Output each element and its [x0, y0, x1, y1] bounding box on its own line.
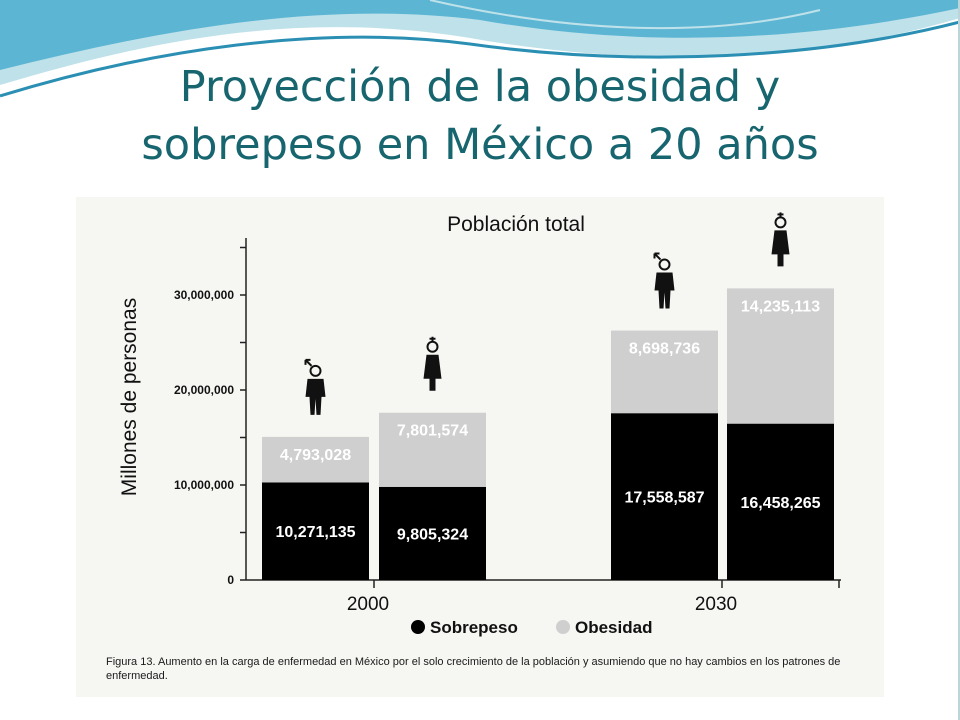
y-tick-label: 10,000,000 [174, 478, 234, 492]
bar-obesidad-2000-hombre [262, 436, 369, 483]
data-label-obesidad: 14,235,113 [741, 298, 820, 315]
stacked-bar-chart: Población total Millones de personas 0 10,0… [118, 212, 841, 637]
data-label-obesidad: 8,698,736 [629, 341, 700, 358]
title-line-1: Proyección de la obesidad y [179, 62, 781, 112]
bar-sobrepeso-2000-mujer [379, 486, 486, 580]
x-tick-label-2000: 2000 [347, 594, 389, 615]
header-wave-decoration [0, 0, 960, 98]
figure-caption: Figura 13. Aumento en la carga de enferm… [106, 656, 841, 682]
data-label-sobrepeso: 16,458,265 [740, 495, 820, 512]
chart-title: Población total [447, 213, 585, 236]
legend-marker-sobrepeso [411, 620, 425, 634]
male-person-icon [653, 252, 675, 309]
bar-sobrepeso-2030-hombre [611, 413, 718, 580]
y-tick-label: 0 [227, 573, 234, 587]
legend-label-obesidad: Obesidad [575, 618, 652, 637]
legend-label-sobrepeso: Sobrepeso [430, 618, 518, 637]
y-tick-label: 30,000,000 [174, 288, 234, 302]
data-label-sobrepeso: 9,805,324 [397, 526, 468, 543]
x-tick-label-2030: 2030 [695, 594, 737, 615]
slide-border [958, 0, 960, 720]
bar-sobrepeso-2000-hombre [262, 482, 369, 580]
y-tick-label: 20,000,000 [174, 383, 234, 397]
y-axis-label: Millones de personas [118, 298, 141, 496]
bar-obesidad-2030-hombre [611, 330, 718, 414]
legend-marker-obesidad [556, 620, 570, 634]
data-label-obesidad: 4,793,028 [280, 447, 351, 464]
figure-panel: Población total Millones de personas 0 10,0… [76, 197, 884, 697]
bar-obesidad-2000-mujer [379, 412, 486, 487]
bar-obesidad-2030-mujer [727, 288, 834, 424]
female-person-icon [423, 336, 442, 391]
female-person-icon [771, 212, 790, 267]
slide-title: Proyección de la obesidad y sobrepeso en… [40, 58, 920, 174]
title-line-2: sobrepeso en México a 20 años [141, 120, 819, 170]
bar-sobrepeso-2030-mujer [727, 423, 834, 580]
male-person-icon [304, 358, 326, 415]
data-label-obesidad: 7,801,574 [397, 423, 468, 440]
data-label-sobrepeso: 17,558,587 [624, 490, 704, 507]
data-label-sobrepeso: 10,271,135 [275, 524, 355, 541]
